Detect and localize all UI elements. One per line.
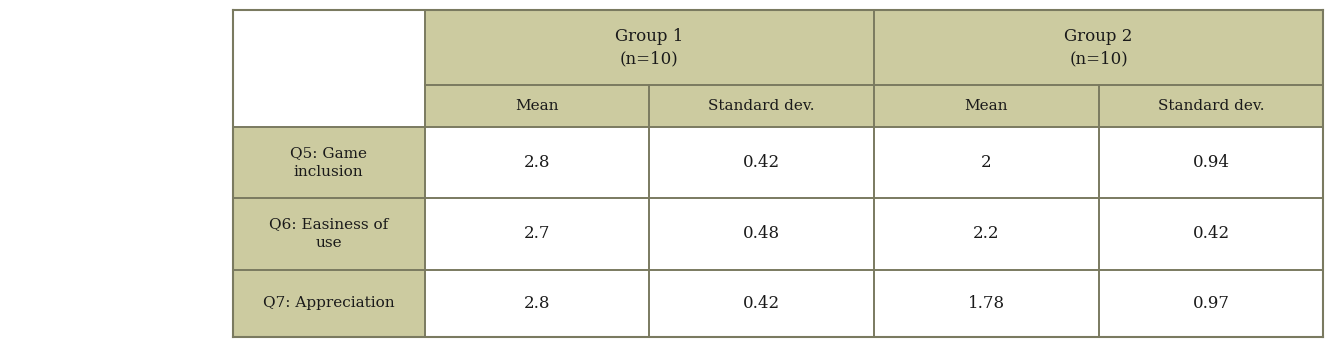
- Text: 0.97: 0.97: [1193, 295, 1229, 312]
- Text: Standard dev.: Standard dev.: [709, 99, 815, 113]
- Polygon shape: [649, 269, 874, 337]
- Polygon shape: [874, 10, 1323, 85]
- Text: Mean: Mean: [515, 99, 559, 113]
- Text: Standard dev.: Standard dev.: [1157, 99, 1265, 113]
- Text: 0.42: 0.42: [743, 295, 781, 312]
- Polygon shape: [233, 10, 424, 127]
- Text: 0.94: 0.94: [1193, 154, 1229, 171]
- Polygon shape: [874, 85, 1099, 127]
- Text: 2: 2: [982, 154, 992, 171]
- Text: 0.48: 0.48: [743, 225, 781, 242]
- Polygon shape: [424, 85, 649, 127]
- Polygon shape: [1099, 198, 1323, 269]
- Text: Q7: Appreciation: Q7: Appreciation: [263, 296, 395, 310]
- Text: 1.78: 1.78: [968, 295, 1005, 312]
- Polygon shape: [649, 198, 874, 269]
- Polygon shape: [424, 127, 649, 198]
- Text: 2.7: 2.7: [524, 225, 551, 242]
- Text: Q6: Easiness of
use: Q6: Easiness of use: [269, 218, 388, 250]
- Polygon shape: [233, 269, 424, 337]
- Text: Mean: Mean: [964, 99, 1008, 113]
- Text: 0.42: 0.42: [743, 154, 781, 171]
- Polygon shape: [874, 127, 1099, 198]
- Text: 2.8: 2.8: [524, 154, 551, 171]
- Polygon shape: [424, 269, 649, 337]
- Polygon shape: [1099, 127, 1323, 198]
- Text: 2.2: 2.2: [974, 225, 1000, 242]
- Polygon shape: [1099, 85, 1323, 127]
- Polygon shape: [649, 85, 874, 127]
- Polygon shape: [874, 269, 1099, 337]
- Polygon shape: [233, 127, 424, 198]
- Text: Group 1
(n=10): Group 1 (n=10): [614, 28, 684, 67]
- Text: Group 2
(n=10): Group 2 (n=10): [1064, 28, 1133, 67]
- Text: Q5: Game
inclusion: Q5: Game inclusion: [290, 146, 367, 179]
- Polygon shape: [233, 198, 424, 269]
- Polygon shape: [649, 127, 874, 198]
- Polygon shape: [424, 198, 649, 269]
- Text: 0.42: 0.42: [1193, 225, 1229, 242]
- Polygon shape: [424, 10, 874, 85]
- Polygon shape: [1099, 269, 1323, 337]
- Text: 2.8: 2.8: [524, 295, 551, 312]
- Polygon shape: [874, 198, 1099, 269]
